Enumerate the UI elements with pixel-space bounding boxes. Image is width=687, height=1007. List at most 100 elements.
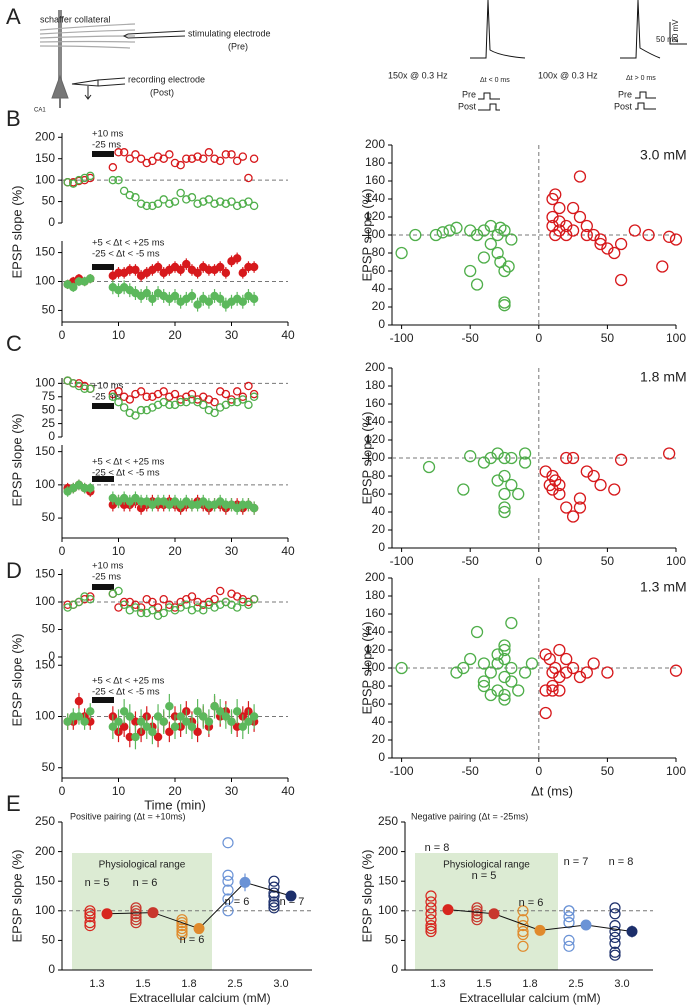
scale-bar [669, 22, 687, 45]
data-point [628, 224, 641, 237]
y-axis-label: EPSP slope (%) [9, 634, 24, 727]
y-tick-label: 150 [35, 567, 55, 581]
data-point [477, 679, 491, 693]
x-tick-label: 0 [59, 544, 66, 558]
x-axis-label: Extracellular calcium (mM) [459, 991, 600, 1005]
data-point [74, 712, 84, 721]
y-axis-label: EPSP slope (%) [9, 414, 24, 507]
data-point [74, 696, 84, 706]
y-axis-label: EPSP slope (%) [359, 412, 374, 505]
data-point [148, 606, 157, 615]
rec-electrode [71, 79, 99, 87]
schematic-label: recording electrode [128, 74, 205, 84]
data-point [119, 148, 129, 157]
x-axis-label: Time (min) [144, 797, 206, 812]
panel-label: E [6, 791, 21, 816]
schematic-label: (Post) [150, 87, 174, 97]
legend-label: -25 ms [92, 572, 121, 583]
data-point [119, 597, 129, 607]
protocol-label: Δt < 0 ms [480, 77, 510, 84]
y-tick-label: 200 [365, 570, 385, 584]
x-tick-label: 1.8 [522, 978, 537, 990]
data-point [546, 684, 559, 697]
protocol-label: Post [614, 101, 633, 111]
y-tick-label: 150 [35, 657, 55, 671]
data-point [470, 278, 484, 291]
data-point [517, 940, 529, 952]
x-tick-label: 20 [168, 328, 182, 342]
y-tick-label: 40 [372, 504, 386, 518]
data-point [566, 510, 580, 523]
data-point [244, 600, 253, 610]
data-point [193, 707, 202, 716]
data-point [580, 228, 593, 242]
x-axis-label: Extracellular calcium (mM) [129, 991, 270, 1005]
data-point [244, 717, 253, 726]
data-point [656, 260, 669, 273]
data-point [498, 469, 511, 483]
data-point [114, 148, 123, 157]
data-point [119, 186, 129, 196]
data-point [549, 188, 562, 201]
data-point [491, 684, 504, 697]
x-tick-label: 1.5 [476, 978, 491, 990]
data-point [471, 902, 483, 914]
data-point [609, 925, 621, 938]
data-point [114, 175, 123, 185]
data-point [131, 193, 140, 202]
data-point [187, 389, 197, 399]
x-tick-label: 50 [601, 764, 615, 778]
n-label: n = 8 [425, 842, 450, 854]
data-point [176, 922, 188, 935]
y-tick-label: 150 [35, 151, 55, 165]
traces [470, 0, 687, 111]
y-tick-label: 180 [365, 155, 385, 169]
data-point [539, 684, 552, 697]
data-point [268, 875, 280, 887]
data-point [227, 717, 236, 726]
data-point [210, 397, 219, 407]
data-point [215, 262, 225, 272]
data-point [108, 392, 118, 402]
data-point [546, 483, 559, 496]
data-point [131, 265, 140, 275]
data-point [176, 917, 188, 929]
data-point [573, 670, 587, 684]
data-point [221, 389, 231, 399]
data-point [187, 592, 197, 601]
data-point [498, 643, 511, 657]
data-point [221, 712, 231, 721]
data-point [608, 483, 621, 496]
protocol-label: Pre [618, 89, 632, 99]
y-tick-label: 0 [48, 215, 55, 229]
data-point [505, 478, 518, 492]
data-point [215, 197, 225, 206]
data-point [502, 260, 515, 273]
data-point [601, 242, 614, 255]
data-point [244, 197, 253, 206]
data-point [498, 652, 511, 666]
x-tick-label: 30 [225, 328, 239, 342]
data-point [165, 702, 174, 711]
data-point [249, 392, 259, 402]
x-tick-label: 40 [281, 544, 295, 558]
data-point [159, 387, 168, 396]
data-point [498, 670, 511, 684]
annotation: 3.0 mM [640, 147, 687, 163]
data-point [182, 259, 191, 269]
data-point [587, 657, 600, 670]
data-point [553, 224, 566, 237]
y-tick-label: 160 [365, 606, 385, 620]
x-tick-label: 100 [666, 331, 686, 345]
data-point [553, 201, 566, 215]
data-point [249, 712, 259, 721]
n-label: n = 6 [133, 877, 158, 889]
data-point [215, 586, 225, 596]
data-point [198, 400, 208, 410]
data-point [525, 657, 539, 670]
data-point [517, 928, 529, 941]
x-tick-label: 1.3 [89, 978, 104, 990]
y-axis-label: EPSP slope (%) [359, 850, 374, 943]
panel-label: B [6, 106, 21, 131]
